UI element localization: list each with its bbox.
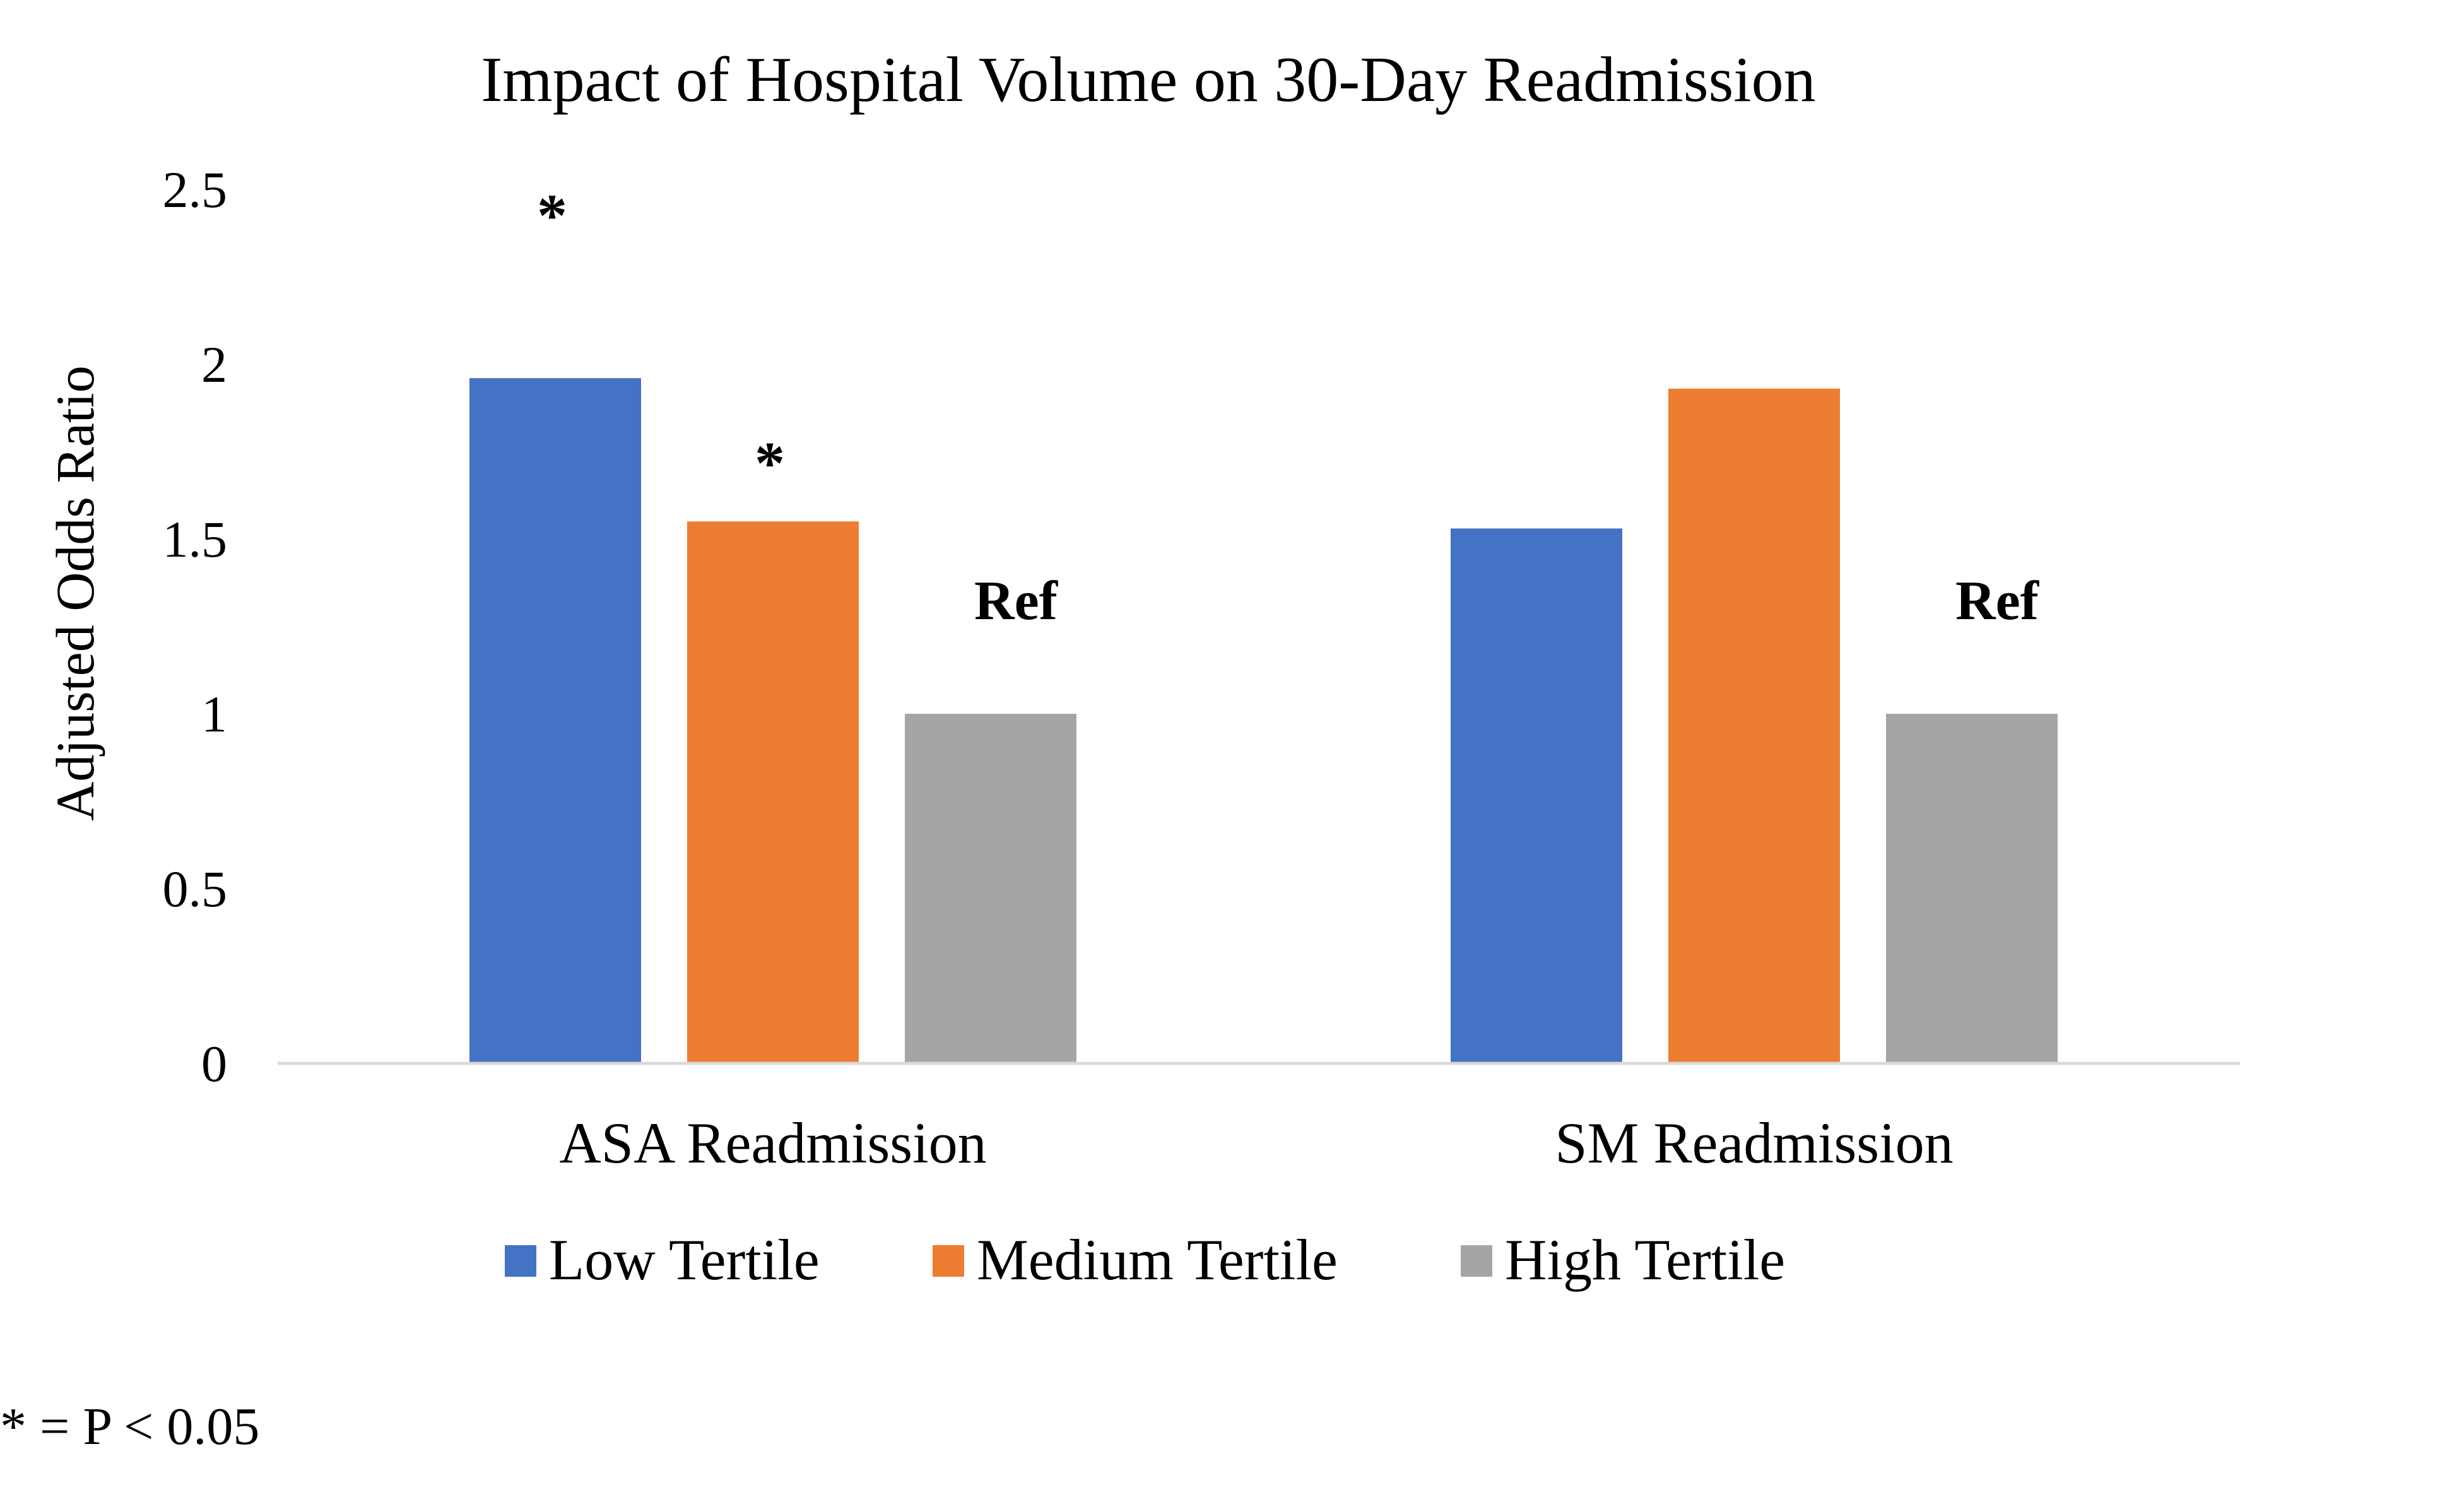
y-tick-label: 2 [201, 336, 227, 393]
bars [469, 378, 2058, 1064]
significance-marker: * [755, 429, 785, 497]
category-labels: ASA Readmission SM Readmission [559, 1111, 1953, 1175]
legend: Low Tertile Medium Tertile High Tertile [505, 1228, 1785, 1292]
y-tick-label: 2.5 [163, 161, 228, 218]
legend-swatch [505, 1245, 536, 1277]
bar-medium-tertile-sm [1668, 388, 1840, 1063]
bar-high-tertile-sm [1886, 714, 2058, 1063]
category-label: ASA Readmission [559, 1111, 986, 1175]
footnote: * = P < 0.05 [0, 1397, 259, 1456]
y-axis-title: Adjusted Odds Ratio [45, 365, 105, 820]
bar-low-tertile-asa [469, 378, 641, 1064]
bar-low-tertile-sm [1451, 528, 1622, 1063]
category-label: SM Readmission [1555, 1111, 1953, 1175]
legend-label: High Tertile [1505, 1228, 1785, 1292]
significance-marker: * [537, 182, 567, 249]
bar-high-tertile-asa [905, 714, 1076, 1063]
bar-annotations: * * Ref Ref [537, 182, 2040, 632]
legend-label: Low Tertile [549, 1228, 820, 1292]
y-tick-label: 0 [201, 1035, 227, 1092]
y-tick-label: 1 [201, 685, 227, 743]
reference-label: Ref [1955, 571, 2040, 632]
y-tick-label: 1.5 [163, 511, 228, 568]
reference-label: Ref [974, 571, 1059, 632]
legend-label: Medium Tertile [977, 1228, 1338, 1292]
legend-swatch [1461, 1245, 1492, 1277]
chart-title: Impact of Hospital Volume on 30-Day Read… [481, 44, 1815, 115]
y-tick-label: 0.5 [163, 860, 228, 918]
bar-medium-tertile-asa [687, 521, 859, 1063]
y-axis-ticks: 0 0.5 1 1.5 2 2.5 [163, 161, 228, 1092]
legend-swatch [933, 1245, 964, 1277]
